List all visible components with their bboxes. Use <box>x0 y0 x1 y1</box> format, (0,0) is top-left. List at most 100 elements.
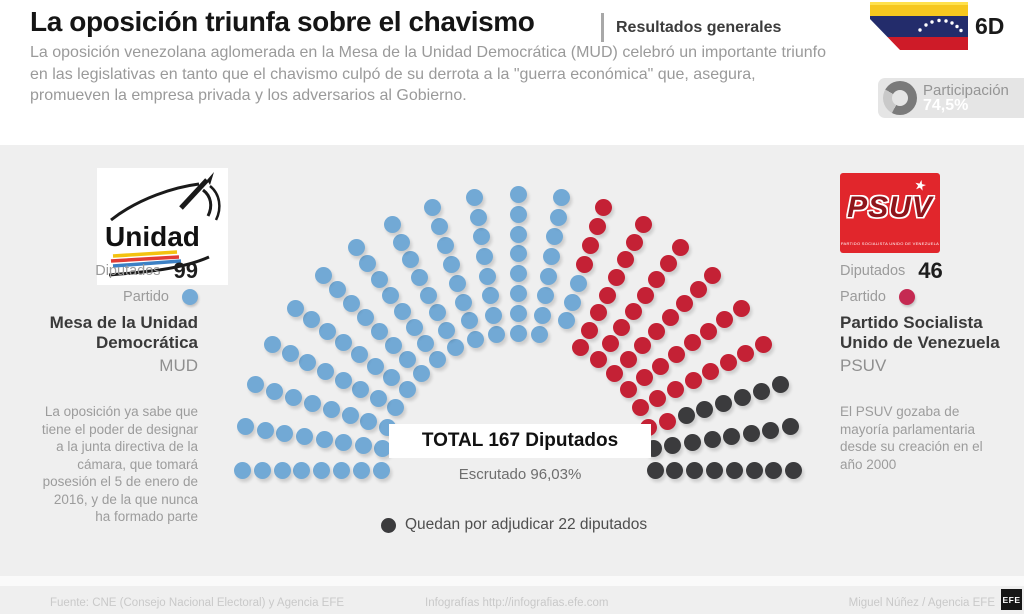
seat-dot <box>634 336 652 354</box>
mud-note: La oposición ya sabe que tiene el poder … <box>41 404 198 524</box>
seat-dot <box>658 413 676 430</box>
seat-dot <box>467 331 485 349</box>
seat-dot <box>636 286 654 304</box>
seat-dot <box>509 265 527 283</box>
seat-dot <box>481 287 499 305</box>
seat-dot <box>664 437 682 454</box>
seat-dot <box>530 326 548 344</box>
seat-dot <box>398 381 416 398</box>
seat-dot <box>702 363 720 381</box>
seat-dot <box>588 218 606 236</box>
seat-dot <box>737 345 755 363</box>
seat-dot <box>334 334 352 352</box>
seat-dot <box>634 215 652 233</box>
seat-dot <box>430 218 448 236</box>
participation-value: 74,5% <box>923 97 969 114</box>
seat-dot <box>552 189 570 207</box>
seat-dot <box>715 394 733 412</box>
seat-dot <box>233 461 251 479</box>
mud-logo: Unidad <box>97 168 228 285</box>
seat-dot <box>342 294 360 312</box>
seat-dot <box>666 461 684 479</box>
seat-dot <box>509 304 527 322</box>
seat-dot <box>649 390 667 408</box>
seat-dot <box>442 255 460 273</box>
lede-text: La oposición venezolana aglomerada en la… <box>30 44 826 104</box>
seat-dot <box>558 312 575 330</box>
seat-dot <box>648 270 666 288</box>
seat-dot <box>733 388 751 406</box>
psuv-logo: ★ PSUV PARTIDO SOCIALISTA UNIDO DE VENEZ… <box>840 173 940 253</box>
seat-dot <box>485 306 502 324</box>
seat-dot <box>253 461 271 479</box>
psuv-party-name: Partido Socialista Unido de Venezuela <box>840 313 1000 352</box>
seat-dot <box>411 268 429 286</box>
seat-dot <box>394 302 412 320</box>
seat-dot <box>606 364 624 382</box>
seat-dot <box>360 413 378 430</box>
seat-dot <box>509 205 527 223</box>
scrutiny-label: Escrutado 96,03% <box>458 466 582 483</box>
seat-dot <box>540 267 558 285</box>
seat-dot <box>341 406 359 424</box>
seat-dot <box>509 185 527 203</box>
seat-dot <box>582 237 600 255</box>
mud-party-label: Partido <box>123 288 169 305</box>
psuv-party-row: Partido <box>840 286 915 307</box>
seat-dot <box>393 233 411 251</box>
seat-dot <box>509 225 527 243</box>
seat-dot <box>359 254 377 272</box>
seat-dot <box>771 376 789 394</box>
seat-dot <box>352 381 370 399</box>
footer-infographics: Infografías http://infografias.efe.com <box>425 597 609 609</box>
mud-logo-text: Unidad <box>105 221 200 252</box>
seat-dot <box>677 406 695 424</box>
seat-dot <box>420 286 438 304</box>
mud-party-row: Partido <box>123 286 198 307</box>
seat-dot <box>509 284 527 302</box>
section-label: Resultados generales <box>616 19 782 36</box>
seat-dot <box>601 334 619 352</box>
seat-dot <box>429 350 446 368</box>
seat-dot <box>686 461 704 479</box>
total-seats-box: TOTAL 167 Diputados <box>389 424 651 458</box>
pending-legend-text: Quedan por adjudicar 22 diputados <box>405 516 648 533</box>
seat-dot <box>273 461 291 479</box>
mud-party-name: Mesa de la Unidad Democrática <box>49 313 198 352</box>
seat-dot <box>382 369 400 387</box>
venezuela-flag-icon <box>870 2 968 50</box>
seat-dot <box>405 318 423 336</box>
seat-dot <box>543 248 561 265</box>
footer-divider <box>0 576 1024 586</box>
psuv-seats-label: Diputados <box>840 262 906 279</box>
seat-dot <box>598 286 616 304</box>
psuv-seats-row: Diputados 46 <box>840 258 943 283</box>
seat-dot <box>402 251 420 269</box>
seat-dot <box>696 400 714 418</box>
seat-dot <box>723 427 740 445</box>
seat-dot <box>296 427 313 445</box>
efe-logo: EFE <box>1001 589 1022 610</box>
seat-dot <box>666 381 684 399</box>
seat-dot <box>704 266 722 284</box>
mud-logo-graphic: Unidad <box>105 172 221 277</box>
seat-dot <box>549 208 567 226</box>
seat-dot <box>454 293 472 311</box>
seat-dot <box>316 363 334 381</box>
seat-dot <box>369 390 387 408</box>
seat-dot <box>374 440 392 458</box>
seat-dot <box>719 354 737 372</box>
seat-dot <box>668 346 686 364</box>
participation-donut-icon <box>883 81 917 115</box>
seat-dot <box>590 350 607 368</box>
seat-dot <box>281 345 299 363</box>
seat-dot <box>752 382 770 400</box>
psuv-logo-text: PSUV <box>847 191 933 224</box>
psuv-logo-subtext: PARTIDO SOCIALISTA UNIDO DE VENEZUELA <box>840 241 940 246</box>
seat-dot <box>684 334 702 352</box>
seat-dot <box>263 336 281 354</box>
seat-dot <box>683 433 701 451</box>
pending-legend: Quedan por adjudicar 22 diputados <box>381 516 647 534</box>
seat-dot <box>745 461 763 479</box>
